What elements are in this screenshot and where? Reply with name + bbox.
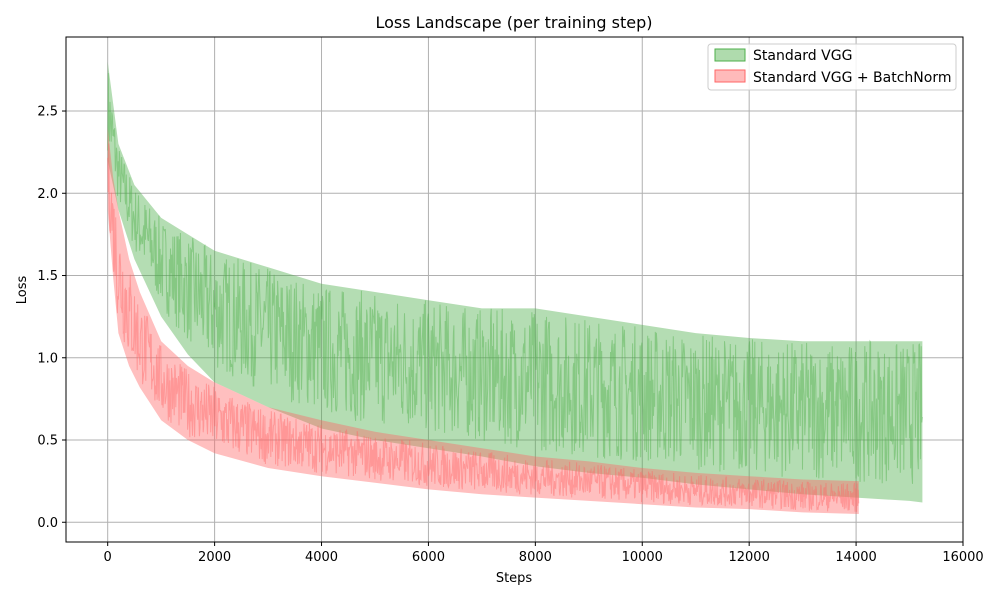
x-tick-label: 0 <box>104 550 112 565</box>
y-tick-label: 2.5 <box>37 105 58 120</box>
x-tick-label: 2000 <box>198 550 231 565</box>
x-axis-ticks: 0 2000 4000 6000 8000 10000 12000 14000 16000 <box>104 542 984 565</box>
chart-title: Loss Landscape (per training step) <box>375 13 652 32</box>
y-tick-label: 0.0 <box>37 516 58 531</box>
y-tick-label: 1.0 <box>37 351 58 366</box>
x-tick-label: 12000 <box>728 550 769 565</box>
x-tick-label: 8000 <box>519 550 552 565</box>
legend-label-batchnorm: Standard VGG + BatchNorm <box>753 70 951 86</box>
legend: Standard VGG Standard VGG + BatchNorm <box>707 43 957 91</box>
x-axis-label: Steps <box>496 571 533 586</box>
series-layer <box>107 61 923 514</box>
y-tick-label: 2.0 <box>37 187 58 202</box>
series-standard-vgg <box>107 61 923 503</box>
loss-trace <box>107 143 860 512</box>
legend-box <box>707 43 957 91</box>
x-tick-label: 14000 <box>835 550 876 565</box>
loss-trace <box>107 73 923 484</box>
legend-swatch-batchnorm <box>714 69 746 83</box>
legend-label-standard-vgg: Standard VGG <box>753 48 852 64</box>
x-tick-label: 16000 <box>942 550 983 565</box>
x-tick-label: 10000 <box>622 550 663 565</box>
x-tick-label: 4000 <box>305 550 338 565</box>
loss-band <box>107 61 923 503</box>
y-axis-ticks: 0.0 0.5 1.0 1.5 2.0 2.5 <box>37 105 66 531</box>
y-tick-label: 1.5 <box>37 269 58 284</box>
y-tick-label: 0.5 <box>37 434 58 449</box>
plot-frame <box>65 36 964 543</box>
loss-band <box>107 127 859 514</box>
legend-swatch-standard-vgg <box>714 48 746 62</box>
series-batchnorm <box>107 127 860 514</box>
grid-layer <box>66 37 964 542</box>
x-tick-label: 6000 <box>412 550 445 565</box>
y-axis-label: Loss <box>15 276 30 305</box>
